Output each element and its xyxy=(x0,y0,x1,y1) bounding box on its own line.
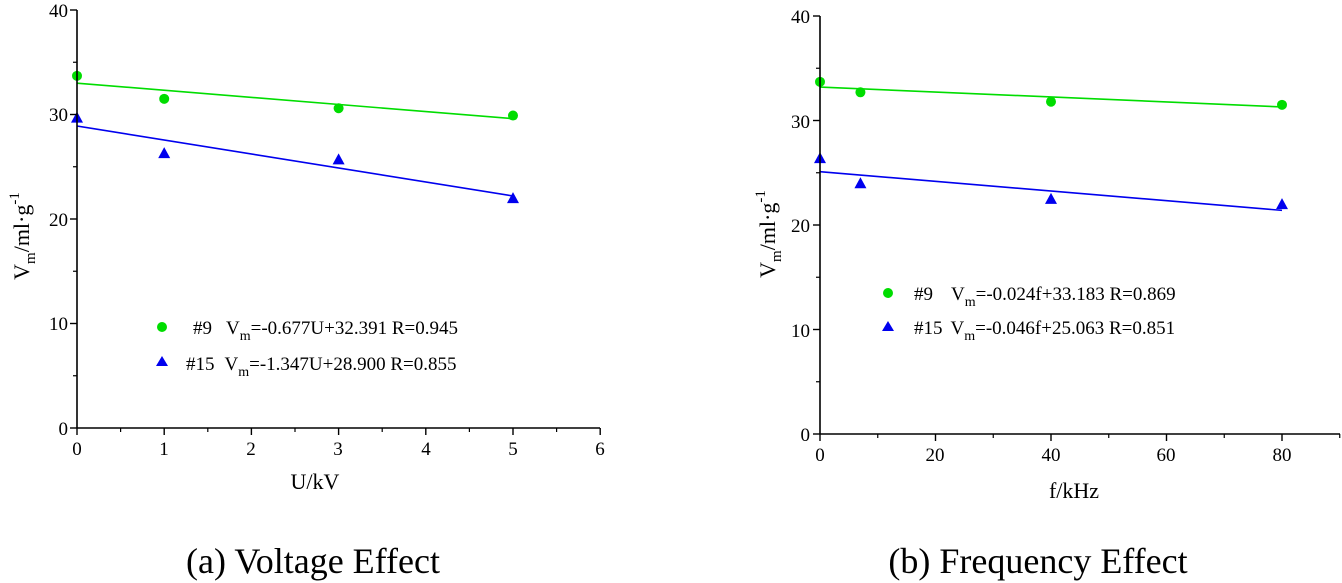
panel-b-y-tick-label: 20 xyxy=(791,216,810,237)
panel-b: 0 10 20 30 40 0 20 40 60 80 f/kHz Vm/ml·… xyxy=(753,7,1341,581)
panel-a-legend-entry-9: #9 Vm=-0.677U+32.391 R=0.945 xyxy=(193,318,458,344)
panel-b-x-tick-label: 60 xyxy=(1157,445,1176,466)
panel-a-x-tick-label: 5 xyxy=(508,439,518,460)
panel-b-point-9 xyxy=(1277,99,1287,110)
panel-b-point-15 xyxy=(1276,198,1288,210)
panel-b-x-tick-label: 80 xyxy=(1273,445,1292,466)
panel-b-y-tick-label: 30 xyxy=(791,112,810,133)
panel-b-legend: #9 Vm=-0.024f+33.183 R=0.869 #15 Vm=-0.046… xyxy=(882,284,1176,344)
panel-a-y-tick-label: 10 xyxy=(49,314,68,335)
panel-b-point-9 xyxy=(855,87,866,98)
panel-b-point-15 xyxy=(1045,192,1057,204)
panel-a-x-tick-label: 2 xyxy=(246,439,256,460)
panel-a-point-9 xyxy=(333,103,344,114)
panel-a-fit-line-9 xyxy=(76,82,514,120)
panel-a-point-9 xyxy=(159,93,170,104)
panel-b-fit-line-15 xyxy=(819,170,1283,212)
panel-b-y-tick-label: 0 xyxy=(801,425,811,446)
panel-a-x-tick-label: 4 xyxy=(421,439,431,460)
panel-b-y-axis-title: Vm/ml·g-1 xyxy=(753,190,785,278)
panel-a-y-tick-label: 20 xyxy=(49,210,68,231)
panel-b-x-axis-title: f/kHz xyxy=(1049,478,1099,503)
panel-a-x-tick-label: 0 xyxy=(72,439,82,460)
panel-b-y-tick-label: 10 xyxy=(791,321,810,342)
panel-a-ticks xyxy=(70,9,601,435)
panel-a-y-tick-label: 30 xyxy=(49,105,68,126)
panel-b-legend-entry-9: #9 Vm=-0.024f+33.183 R=0.869 xyxy=(914,284,1176,310)
panel-a-legend-marker-9 xyxy=(157,322,167,332)
panel-a-legend-marker-15 xyxy=(156,356,168,366)
panel-a-x-tick-label: 6 xyxy=(595,439,605,460)
panel-a-fit-line-15 xyxy=(76,125,514,197)
panel-b-legend-marker-15 xyxy=(882,321,894,331)
panel-b-caption: (b) Frequency Effect xyxy=(888,541,1187,581)
panel-b-y-tick-label: 40 xyxy=(791,7,810,28)
panel-a-point-15 xyxy=(507,192,519,204)
panel-a-y-axis-title: Vm/ml·g-1 xyxy=(7,192,39,280)
panel-b-legend-marker-9 xyxy=(883,288,893,298)
panel-b-legend-entry-15: #15 Vm=-0.046f+25.063 R=0.851 xyxy=(914,318,1175,344)
panel-b-x-tick-label: 20 xyxy=(926,445,945,466)
panel-a-x-tick-label: 3 xyxy=(333,439,343,460)
panel-b-data-marks xyxy=(814,76,1288,212)
panel-a-x-axis-title: U/kV xyxy=(291,469,340,494)
panel-a-x-tick-label: 1 xyxy=(159,439,169,460)
panel-a-y-tick-label: 0 xyxy=(59,419,69,440)
panel-b-point-15 xyxy=(854,177,867,189)
panel-a: 0 10 20 30 40 0 1 2 3 4 5 6 U/kV Vm/ml·g… xyxy=(7,1,605,581)
panel-a-y-tick-label: 40 xyxy=(49,1,68,22)
panel-a-data-marks xyxy=(71,70,519,204)
panel-b-x-tick-label: 0 xyxy=(815,445,825,466)
panel-a-point-15 xyxy=(158,147,171,159)
panel-a-legend: #9 Vm=-0.677U+32.391 R=0.945 #15 Vm=-1.347… xyxy=(156,318,458,380)
panel-b-x-tick-label: 40 xyxy=(1042,445,1061,466)
panel-a-point-9 xyxy=(508,110,518,121)
panel-b-ticks xyxy=(813,15,1341,441)
panel-b-point-9 xyxy=(1046,96,1056,107)
panel-a-caption: (a) Voltage Effect xyxy=(186,541,440,581)
panel-a-point-15 xyxy=(332,153,345,165)
panel-a-legend-entry-15: #15 Vm=-1.347U+28.900 R=0.855 xyxy=(186,354,457,380)
